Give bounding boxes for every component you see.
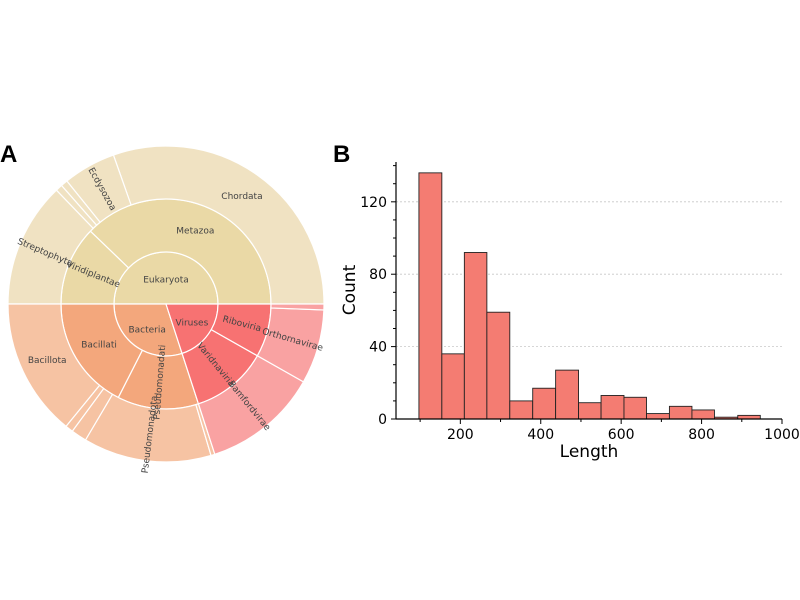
histogram-bar bbox=[509, 400, 534, 420]
x-tick-label: 400 bbox=[527, 427, 554, 443]
sunburst-label-chordata: Chordata bbox=[221, 192, 262, 202]
sunburst-label-metazoa: Metazoa bbox=[176, 227, 214, 237]
x-tick-label: 800 bbox=[688, 427, 715, 443]
histogram-bar bbox=[691, 409, 715, 420]
histogram-bar bbox=[646, 413, 670, 420]
histogram-bar bbox=[600, 395, 625, 420]
histogram-bar bbox=[418, 172, 443, 420]
sunburst-chart: EukaryotaBacteriaVirusesMetazoaViridipla… bbox=[7, 145, 325, 474]
sunburst-label-bacteria: Bacteria bbox=[128, 325, 165, 335]
sunburst-label-viruses: Viruses bbox=[175, 318, 208, 328]
y-tick-label: 120 bbox=[360, 195, 387, 211]
x-tick-label: 600 bbox=[608, 427, 635, 443]
histogram-chart: 0 40 80 120 200 400 600 800 1000 Length Count bbox=[340, 162, 800, 462]
histogram-bar bbox=[486, 311, 511, 420]
panel-b-label: B bbox=[333, 141, 350, 168]
sunburst-label-eukaryota: Eukaryota bbox=[143, 276, 189, 286]
axes: 0 40 80 120 200 400 600 800 1000 bbox=[360, 162, 800, 443]
panel-a-label: A bbox=[0, 141, 17, 168]
x-tick-label: 200 bbox=[447, 427, 474, 443]
histogram-bar bbox=[441, 353, 465, 420]
x-axis-title: Length bbox=[560, 442, 619, 462]
histogram-bar bbox=[555, 369, 579, 420]
gridlines bbox=[396, 201, 782, 348]
sunburst-label-bacillati: Bacillati bbox=[81, 341, 117, 351]
sunburst-segment-unlabeled bbox=[270, 303, 325, 311]
y-tick-label: 80 bbox=[369, 267, 387, 283]
y-axis-title: Count bbox=[340, 264, 360, 315]
histogram-bar bbox=[668, 405, 693, 420]
histogram-bar bbox=[463, 252, 488, 420]
sunburst-segment-chordata bbox=[112, 145, 325, 305]
histogram-bars bbox=[418, 172, 761, 420]
histogram-bar bbox=[532, 387, 557, 420]
y-tick-label: 40 bbox=[369, 340, 387, 356]
histogram-bar bbox=[578, 402, 602, 420]
y-tick-label: 0 bbox=[378, 412, 387, 428]
sunburst-label-bacillota: Bacillota bbox=[28, 356, 67, 366]
x-tick-label: 1000 bbox=[764, 427, 800, 443]
histogram-bar bbox=[623, 396, 647, 420]
